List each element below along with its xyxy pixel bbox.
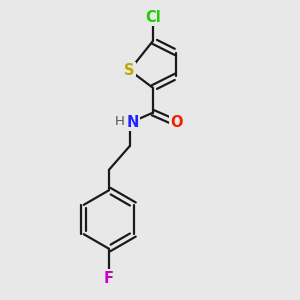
Text: F: F [104,271,114,286]
Text: S: S [124,63,135,78]
Text: Cl: Cl [145,10,161,25]
Text: H: H [114,115,124,128]
Text: N: N [127,116,140,130]
Text: O: O [170,116,183,130]
